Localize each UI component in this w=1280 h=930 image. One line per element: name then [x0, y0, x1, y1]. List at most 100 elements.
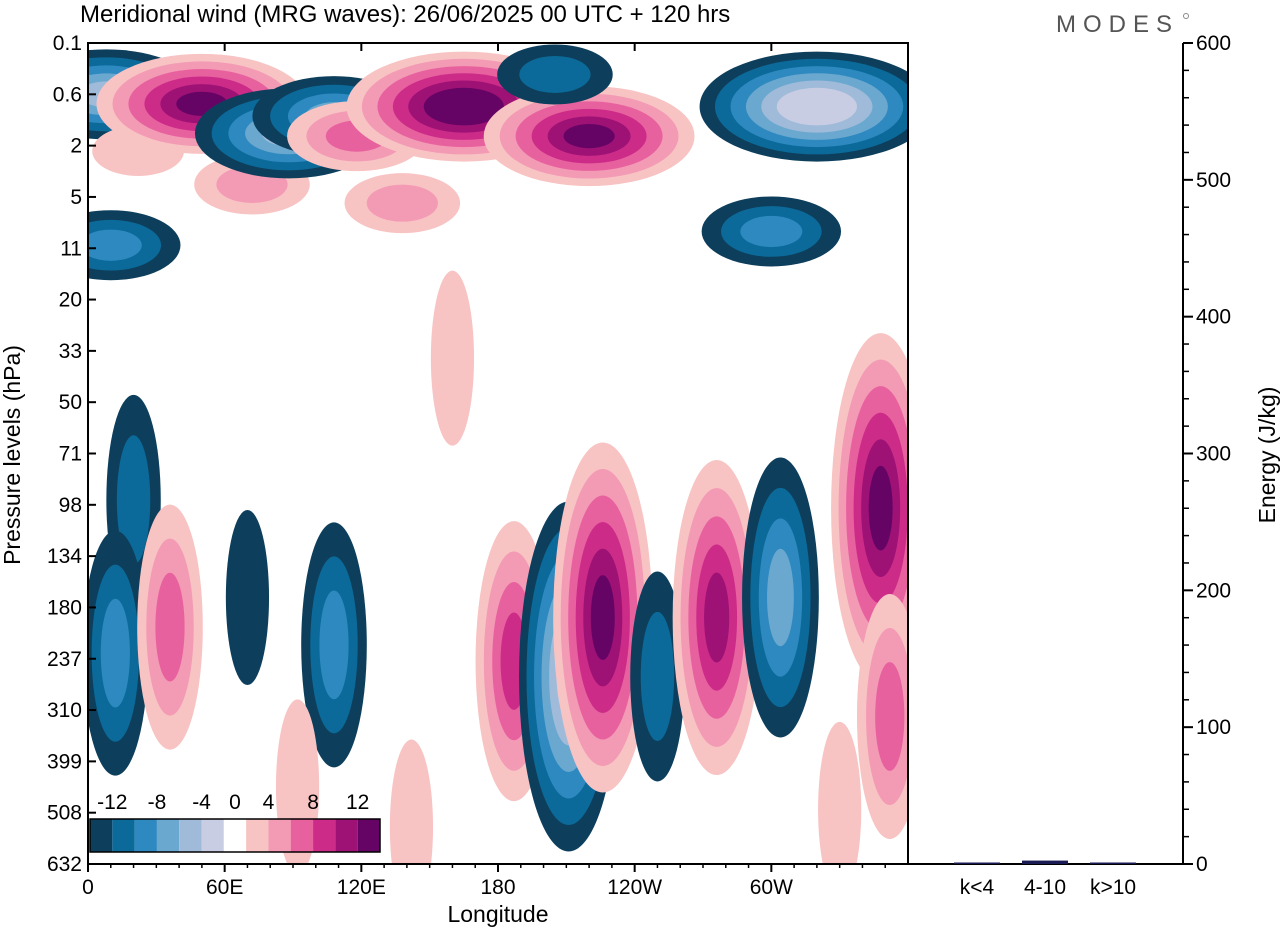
colorbar-swatch — [268, 819, 291, 852]
energy-categories: k<4 4-10 k>10 — [960, 876, 1136, 899]
energy-tick-label: 600 — [1196, 32, 1231, 55]
y-tick-label: 237 — [47, 648, 82, 671]
colorbar: -12 -8 -4 0 4 8 12 — [89, 791, 381, 853]
contour-band — [875, 662, 905, 771]
x-tick-label: 180 — [480, 876, 515, 899]
y-tick-label: 11 — [60, 237, 82, 260]
y-axis-label: Pressure levels (hPa) — [0, 345, 25, 565]
colorbar-swatch — [179, 819, 202, 852]
wind-anomaly-23 — [630, 571, 685, 782]
y-tick-label: 50 — [59, 391, 82, 414]
energy-y-axis: 0 100 200 300 400 500 600 — [1183, 32, 1231, 876]
contour-band — [100, 598, 130, 708]
y-tick-label: 5 — [70, 186, 82, 209]
contour-band — [225, 509, 270, 685]
y-tick-label: 0.1 — [53, 32, 82, 55]
colorbar-label: -8 — [148, 791, 167, 814]
wind-anomaly-28 — [818, 721, 862, 864]
energy-category-label: k>10 — [1090, 876, 1136, 899]
y-tick-label: 98 — [59, 494, 82, 517]
y-tick-label: 0.6 — [53, 83, 82, 106]
y-tick-label: 310 — [47, 699, 82, 722]
contour-band — [389, 739, 434, 864]
colorbar-label: 0 — [229, 791, 241, 814]
x-tick-label: 120E — [337, 876, 386, 899]
colorbar-swatch — [290, 819, 314, 852]
y-tick-label: 134 — [47, 545, 82, 568]
wind-anomaly-18 — [225, 509, 270, 685]
colorbar-swatch — [201, 819, 224, 852]
energy-tick-label: 400 — [1196, 306, 1231, 329]
contour-band — [704, 572, 730, 663]
wind-anomaly-9 — [483, 86, 695, 187]
energy-tick-label: 0 — [1196, 853, 1208, 876]
wind-anomaly-26 — [831, 333, 908, 684]
colorbar-swatch — [313, 819, 336, 852]
wind-anomaly-12 — [701, 196, 842, 267]
y-axis: 0.1 0.6 2 5 11 20 33 50 71 98 134 180 237 310 399 508 63… — [47, 32, 96, 876]
wind-field — [88, 44, 908, 864]
contour-band — [88, 229, 142, 261]
x-axis: 0 60E 120E 180 120W 60W — [82, 43, 886, 899]
x-tick-label: 0 — [82, 876, 94, 899]
wind-anomaly-17 — [137, 504, 203, 750]
colorbar-swatch — [156, 819, 180, 852]
wind-anomaly-10 — [497, 44, 613, 105]
colorbar-swatch — [112, 819, 135, 852]
wind-anomaly-13 — [88, 210, 181, 281]
contour-band — [792, 94, 842, 119]
contour-band — [868, 465, 893, 551]
y-tick-label: 508 — [47, 802, 82, 825]
contour-band — [519, 55, 591, 93]
y-tick-label: 71 — [59, 443, 82, 466]
contour-band — [640, 611, 675, 742]
colorbar-label: -12 — [97, 791, 127, 814]
chart-title: Meridional wind (MRG waves): 26/06/2025 … — [80, 1, 730, 28]
registered-mark — [1183, 13, 1189, 19]
brand-logo-text: MODES — [1056, 11, 1179, 38]
contour-band — [439, 94, 489, 119]
energy-tick-label: 100 — [1196, 716, 1231, 739]
contour-band — [740, 215, 803, 248]
y-tick-label: 632 — [47, 853, 82, 876]
contour-band — [767, 548, 794, 647]
energy-bar — [1022, 860, 1068, 864]
y-tick-label: 2 — [70, 135, 82, 158]
y-tick-label: 180 — [47, 596, 82, 619]
colorbar-label: 4 — [263, 791, 275, 814]
x-axis-label: Longitude — [447, 901, 548, 927]
colorbar-swatch — [90, 819, 113, 852]
energy-panel: 0 100 200 300 400 500 600 k<4 4-10 k>10 Energy (… — [908, 32, 1280, 899]
contour-band — [430, 270, 475, 446]
colorbar-frame — [89, 818, 381, 853]
energy-bar — [1090, 862, 1136, 864]
wind-anomaly-27 — [856, 594, 908, 839]
colorbar-label: 12 — [346, 791, 369, 814]
colorbar-swatch — [134, 819, 157, 852]
contour-band — [590, 575, 615, 660]
y-tick-label: 399 — [47, 750, 82, 773]
contour-band — [319, 590, 349, 700]
hovmoller-panel: 0 60E 120E 180 120W 60W 0.1 0.6 2 5 11 20 33 50 71 98 1… — [0, 32, 909, 927]
colorbar-swatch — [357, 819, 380, 852]
energy-axis-label: Energy (J/kg) — [1254, 387, 1280, 524]
energy-category-label: k<4 — [960, 876, 995, 899]
colorbar-label: 8 — [307, 791, 319, 814]
wind-anomaly-7 — [344, 173, 461, 234]
colorbar-label: -4 — [192, 791, 211, 814]
wind-anomaly-19 — [301, 522, 367, 768]
wind-anomaly-11 — [699, 51, 908, 162]
contour-band — [116, 435, 151, 565]
y-tick-label: 33 — [59, 340, 82, 363]
wind-anomaly-14 — [430, 270, 475, 446]
wind-anomaly-29 — [389, 739, 434, 864]
energy-tick-label: 500 — [1196, 169, 1231, 192]
wind-anomaly-25 — [742, 457, 819, 738]
contour-band — [818, 721, 862, 864]
x-tick-label: 60E — [206, 876, 243, 899]
wind-anomaly-22 — [553, 442, 653, 793]
x-tick-label: 60W — [750, 876, 793, 899]
energy-category-label: 4-10 — [1024, 876, 1066, 899]
y-tick-label: 20 — [59, 289, 82, 312]
contour-band — [155, 572, 185, 682]
